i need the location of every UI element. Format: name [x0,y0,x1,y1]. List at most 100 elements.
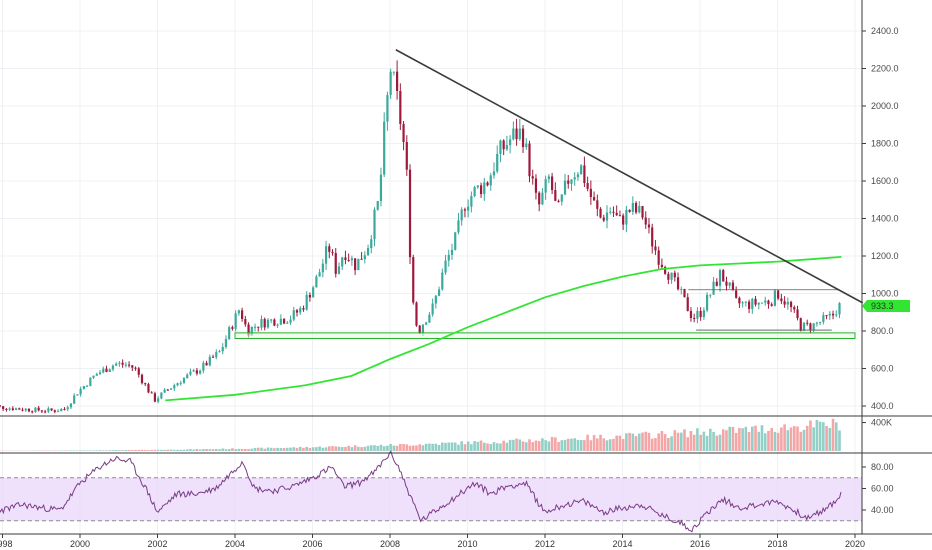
candle-body [108,369,111,372]
candle-body [328,246,331,252]
volume-bar [728,426,732,451]
volume-bar [734,432,738,451]
volume-bar [147,450,150,451]
candle-body [47,408,50,412]
candle-body [425,322,428,325]
volume-bar [463,444,467,451]
price-tick-label: 1200.0 [871,251,899,261]
volume-bar [470,444,473,451]
candle-body [602,217,605,221]
candle-body [131,365,134,368]
candle-body [21,409,24,411]
candle-body [576,174,580,178]
candle-body [437,289,441,296]
volume-bar [602,438,606,451]
candle-body [134,367,137,369]
time-tick-label: 2014 [612,539,632,549]
volume-bar [105,450,108,451]
candle-body [764,300,767,303]
volume-bar [224,449,228,451]
candle-body [483,182,486,195]
candle-body [689,310,693,318]
volume-bar [444,442,447,451]
volume-bar [208,449,212,451]
candle-body [63,409,66,411]
candle-body [434,295,437,304]
time-tick-label: 1998 [0,539,13,549]
volume-bar [286,447,289,451]
candle-body [586,183,589,189]
candle-body [150,392,153,394]
price-tick-label: 1600.0 [871,176,899,186]
candle-body [173,385,176,389]
candle-body [580,165,583,175]
candle-body [693,317,696,319]
volume-bar [418,444,422,451]
volume-bar [156,449,160,451]
volume-bar [179,449,183,451]
candle-body [754,298,757,305]
candle-body [115,363,118,366]
volume-bar [195,448,199,451]
candle-body [302,308,305,310]
time-tick-label: 2008 [380,539,400,549]
volume-bar [495,443,499,451]
candle-body [651,227,654,247]
volume-bar [605,440,609,451]
volume-bar [596,438,599,451]
volume-bar [689,431,693,451]
volume-bar [160,449,163,451]
candle-body [18,408,21,410]
volume-bar [189,449,192,451]
candle-body [741,302,744,304]
volume-bar [492,442,496,451]
candle-body [802,322,806,331]
candle-body [205,362,208,366]
candle-body [192,370,195,372]
candle-body [308,294,312,298]
volume-bar [518,439,522,451]
time-tick-label: 2006 [302,539,322,549]
volume-bar [660,430,664,451]
candle-body [609,211,612,213]
candle-body [34,407,37,412]
candle-body [402,123,405,143]
candle-body [702,310,705,318]
volume-bar [211,449,215,451]
time-axis: 1998 2000 2002 2004 2006 2008 2010 2012 2014 2016… [0,534,865,549]
candle-body [237,310,240,314]
volume-bar [770,427,773,451]
volume-bar [101,450,105,451]
volume-bar [166,449,170,451]
candle-body [182,377,186,383]
candle-body [450,249,454,255]
price-candles [0,60,841,414]
candle-body [479,185,483,195]
candle-body [496,153,499,172]
candle-body [744,301,747,303]
volume-bar [560,440,564,451]
volume-bar [499,443,502,451]
candle-body [247,324,250,336]
candle-body [599,208,602,218]
volume-bar [563,439,567,451]
candle-body [806,322,809,324]
candle-body [654,246,657,251]
candle-body [56,411,60,413]
volume-bar [311,447,315,451]
volume-bar [344,446,347,451]
candle-body [618,215,622,217]
volume-bar [557,441,560,451]
candle-body [95,373,98,376]
volume-bar [260,447,263,451]
volume-bar [424,443,428,451]
candle-body [660,264,663,268]
volume-bar [108,450,112,451]
price-axis: 400.0 600.0 800.0 1000.0 1200.0 1400.0 1600.0 1… [862,26,899,515]
candle-body [186,374,189,378]
candle-body [835,314,838,316]
candle-body [622,215,625,225]
candle-body [712,281,715,295]
volume-bar [321,447,325,451]
candle-body [263,319,266,328]
